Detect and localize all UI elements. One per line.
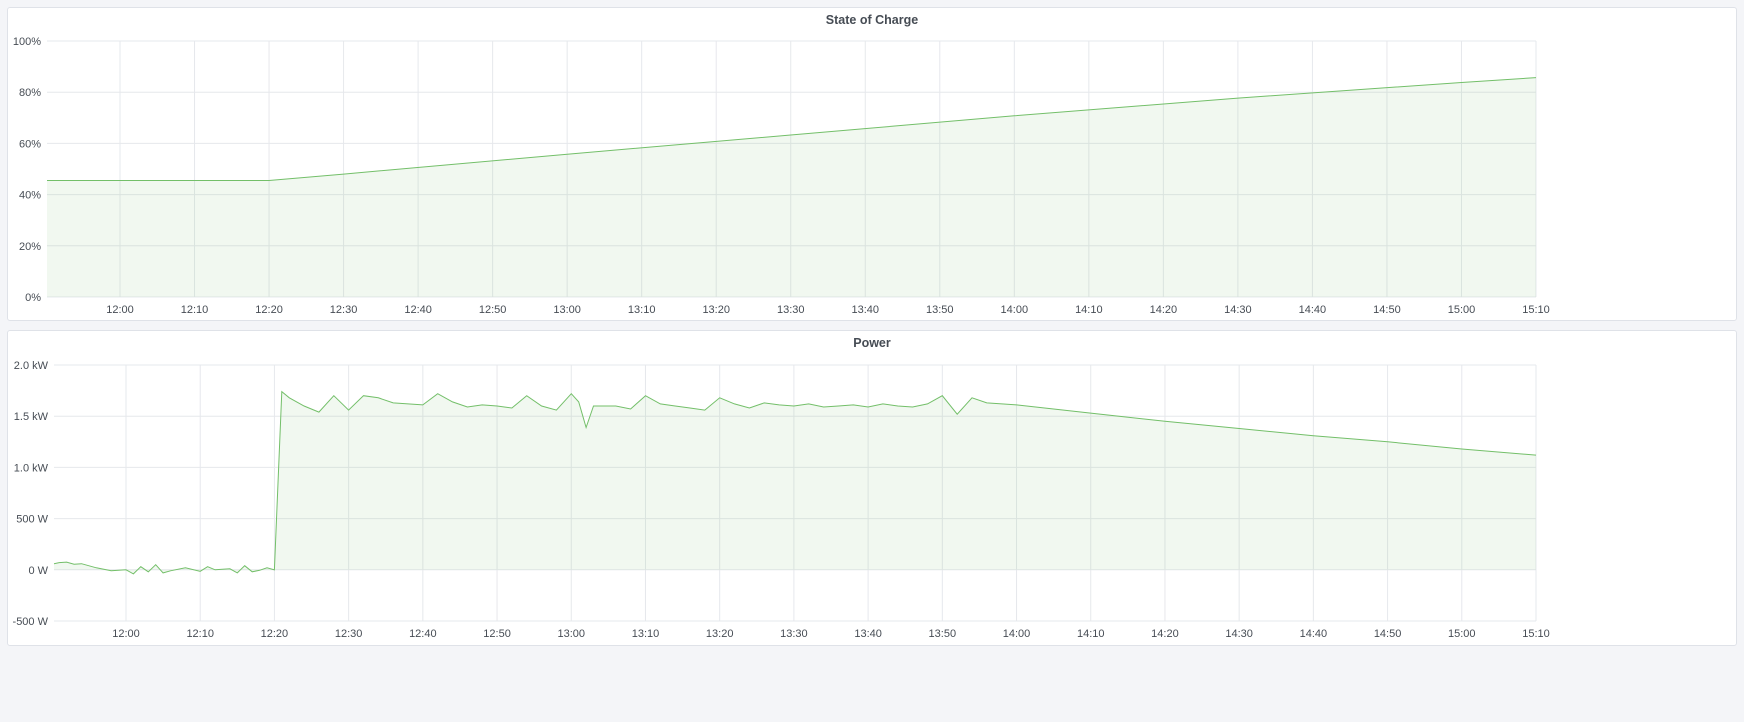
- x-tick-label: 13:40: [851, 304, 879, 316]
- x-tick-label: 14:40: [1299, 304, 1327, 316]
- x-tick-label: 14:10: [1075, 304, 1103, 316]
- x-tick-label: 13:50: [929, 628, 957, 640]
- x-tick-label: 13:20: [706, 628, 734, 640]
- y-tick-label: 0%: [25, 292, 41, 304]
- x-tick-label: 13:40: [854, 628, 882, 640]
- y-tick-label: 2.0 kW: [14, 360, 49, 372]
- x-tick-label: 12:50: [479, 304, 507, 316]
- x-tick-label: 13:10: [628, 304, 656, 316]
- x-tick-label: 14:40: [1300, 628, 1328, 640]
- x-tick-label: 12:30: [335, 628, 363, 640]
- y-tick-label: 40%: [19, 190, 41, 202]
- y-tick-label: 100%: [13, 36, 41, 48]
- series-line: [47, 77, 1537, 181]
- x-tick-label: 14:30: [1225, 628, 1253, 640]
- x-tick-label: 13:00: [557, 628, 585, 640]
- y-tick-label: 0 W: [28, 565, 48, 577]
- y-tick-label: 60%: [19, 138, 41, 150]
- x-tick-label: 15:10: [1522, 304, 1550, 316]
- x-tick-label: 14:10: [1077, 628, 1105, 640]
- soc-panel: State of Charge 0% 20% 40% 60% 80% 100% 12:00 1…: [7, 7, 1737, 321]
- x-tick-label: 12:00: [112, 628, 140, 640]
- x-tick-label: 13:50: [926, 304, 954, 316]
- x-tick-label: 12:30: [330, 304, 358, 316]
- x-tick-label: 12:20: [261, 628, 289, 640]
- x-tick-label: 13:10: [632, 628, 660, 640]
- y-tick-label: -500 W: [13, 616, 49, 628]
- series-area: [54, 391, 1536, 574]
- y-tick-label: 1.5 kW: [14, 411, 49, 423]
- x-tick-label: 12:40: [409, 628, 437, 640]
- x-tick-label: 14:20: [1151, 628, 1179, 640]
- panel-title[interactable]: Power: [853, 336, 891, 350]
- x-tick-label: 14:00: [1001, 304, 1029, 316]
- panel-title[interactable]: State of Charge: [825, 13, 919, 27]
- series-line: [53, 390, 1537, 575]
- x-tick-label: 15:00: [1448, 628, 1476, 640]
- chart-svg: 0% 20% 40% 60% 80% 100% 12:00 12:10 12:20 12:30 12…: [13, 36, 1550, 316]
- x-tick-label: 12:10: [181, 304, 209, 316]
- x-tick-label: 12:40: [404, 304, 432, 316]
- x-tick-label: 13:20: [702, 304, 730, 316]
- x-tick-label: 12:20: [255, 304, 283, 316]
- x-tick-label: 13:30: [777, 304, 805, 316]
- y-tick-label: 1.0 kW: [14, 462, 49, 474]
- x-tick-label: 14:00: [1003, 628, 1031, 640]
- chart-svg: -500 W 0 W 500 W 1.0 kW 1.5 kW 2.0 kW 12:00 12:…: [13, 360, 1550, 640]
- x-tick-label: 13:30: [780, 628, 808, 640]
- x-tick-label: 14:30: [1224, 304, 1252, 316]
- x-tick-label: 14:50: [1373, 304, 1401, 316]
- x-tick-label: 12:00: [106, 304, 134, 316]
- y-tick-label: 500 W: [16, 514, 48, 526]
- series-area: [47, 77, 1536, 297]
- x-tick-label: 13:00: [553, 304, 581, 316]
- power-panel: Power -500 W 0 W 500 W 1.0 kW 1.5 kW 2.0 kW 12…: [7, 330, 1737, 646]
- x-tick-label: 15:00: [1448, 304, 1476, 316]
- x-tick-label: 12:10: [186, 628, 214, 640]
- y-tick-label: 80%: [19, 87, 41, 99]
- x-tick-label: 14:20: [1150, 304, 1178, 316]
- x-tick-label: 15:10: [1522, 628, 1550, 640]
- x-tick-label: 12:50: [483, 628, 511, 640]
- x-tick-label: 14:50: [1374, 628, 1402, 640]
- y-tick-label: 20%: [19, 241, 41, 253]
